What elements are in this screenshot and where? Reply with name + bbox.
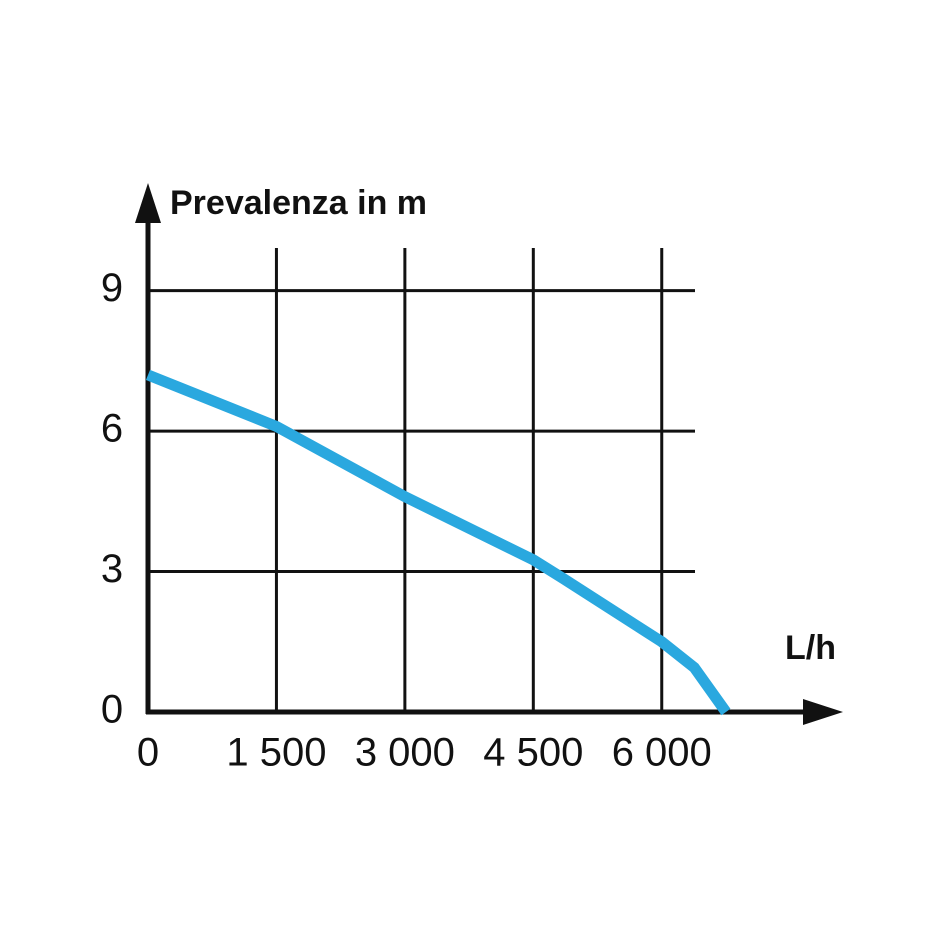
x-axis-title: L/h [785, 629, 836, 667]
x-tick-label: 3 000 [355, 731, 455, 775]
y-axis-arrow [135, 183, 161, 223]
y-tick-label: 3 [101, 547, 123, 591]
y-tick-label: 0 [101, 688, 123, 732]
x-tick-label: 1 500 [226, 731, 326, 775]
line [145, 369, 731, 716]
x-tick-label: 0 [137, 731, 159, 775]
y-tick-label: 6 [101, 407, 123, 451]
x-tick-label: 4 500 [483, 731, 583, 775]
x-axis-arrow [803, 699, 843, 725]
y-axis-title: Prevalenza in m [170, 184, 427, 222]
y-tick-label: 9 [101, 266, 123, 310]
x-tick-label: 6 000 [612, 731, 712, 775]
